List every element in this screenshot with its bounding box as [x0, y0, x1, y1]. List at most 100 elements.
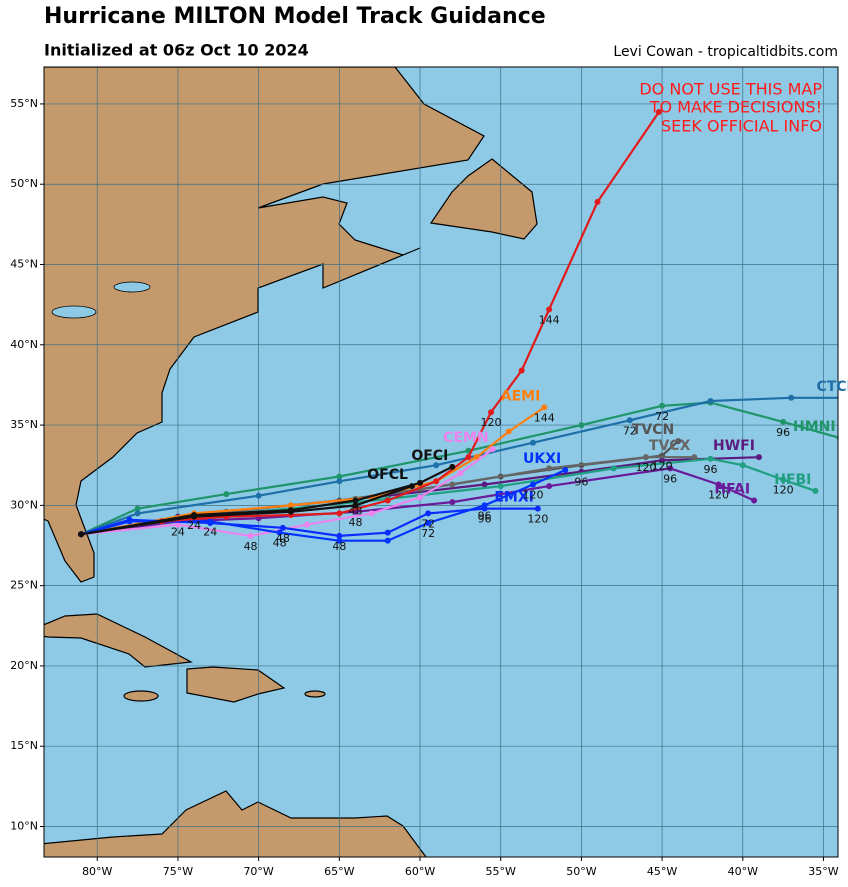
lat-tick-label: 40°N — [10, 338, 38, 351]
hour-label: 120 — [527, 513, 548, 526]
track-point — [425, 510, 432, 517]
hispaniola — [186, 666, 286, 703]
track-name: HMNI — [793, 419, 836, 435]
track-name: UKXI — [523, 451, 561, 467]
track-point — [659, 457, 666, 464]
track-point — [546, 306, 553, 313]
track-point — [134, 505, 141, 512]
track-point — [667, 465, 674, 472]
track-point — [489, 446, 496, 453]
track-name: OFCI — [411, 448, 448, 464]
track-point — [336, 537, 343, 544]
track-line — [80, 448, 494, 538]
track-point — [336, 510, 343, 517]
lake — [113, 281, 151, 293]
track-point — [417, 494, 424, 501]
track-point — [457, 470, 464, 477]
track-point — [691, 454, 698, 461]
lon-tick-label: 55°W — [486, 865, 516, 878]
hour-label: 96 — [663, 472, 677, 485]
grid — [44, 67, 838, 857]
track-point — [655, 108, 662, 115]
track-point — [473, 454, 480, 461]
track-point — [610, 465, 617, 472]
lon-tick-label: 65°W — [324, 865, 354, 878]
track-point — [134, 510, 141, 517]
warning: DO NOT USE THIS MAP TO MAKE DECISIONS! S… — [639, 80, 822, 136]
lon-tick-label: 45°W — [647, 865, 677, 878]
lon-tick-label: 60°W — [405, 865, 435, 878]
hour-label: 96 — [776, 426, 790, 439]
hour-label: 96 — [478, 509, 492, 522]
hour-label: 72 — [421, 527, 435, 540]
map-frame — [43, 66, 839, 858]
track-name: CTCI — [816, 379, 848, 395]
track-point — [481, 502, 488, 509]
track-name: CEMN — [443, 430, 489, 446]
track-point — [755, 454, 762, 461]
track-point — [546, 465, 553, 472]
track-point — [642, 454, 649, 461]
track-point — [336, 473, 343, 480]
track-name: OFCL — [367, 467, 408, 483]
track-point — [546, 483, 553, 490]
lake — [51, 305, 97, 319]
lon-tick-label: 70°W — [243, 865, 273, 878]
subtitle: Initialized at 06z Oct 10 2024 — [44, 41, 309, 60]
track-point — [715, 481, 722, 488]
lon-tick-label: 35°W — [808, 865, 838, 878]
hour-label: 48 — [348, 516, 362, 529]
track-point — [788, 394, 795, 401]
lat-tick-label: 35°N — [10, 418, 38, 431]
hour-label: 72 — [623, 424, 637, 437]
hour-label: 144 — [534, 411, 555, 424]
north-america — [44, 67, 485, 583]
track-point — [780, 418, 787, 425]
lat-tick-label: 55°N — [10, 97, 38, 110]
cuba — [44, 613, 193, 668]
track-point — [675, 438, 682, 445]
track-point — [336, 532, 343, 539]
lat-tick-label: 10°N — [10, 819, 38, 832]
hour-label: 96 — [478, 513, 492, 526]
track-point — [352, 497, 359, 504]
track-point — [529, 439, 536, 446]
track-point — [352, 502, 359, 509]
hour-label: 48 — [276, 532, 290, 545]
track-point — [433, 462, 440, 469]
track-point — [449, 463, 456, 470]
track-point — [223, 491, 230, 498]
puerto-rico — [304, 690, 326, 698]
hour-label: 48 — [332, 540, 346, 553]
track-point — [287, 502, 294, 509]
newfoundland — [429, 158, 538, 240]
hour-label: 120 — [708, 488, 729, 501]
track-name: EMXI — [494, 490, 534, 506]
track-name: HFBI — [774, 472, 811, 488]
lat-tick-label: 15°N — [10, 739, 38, 752]
track-point — [279, 524, 286, 531]
track-point — [449, 481, 456, 488]
hour-label: 120 — [652, 460, 673, 473]
track-point — [562, 467, 569, 474]
track-point — [707, 397, 714, 404]
hour-label: 120 — [522, 488, 543, 501]
track-point — [518, 367, 525, 374]
lat-tick-label: 20°N — [10, 659, 38, 672]
track-point — [751, 497, 758, 504]
track-point — [812, 487, 819, 494]
hour-label: 96 — [704, 463, 718, 476]
track-point — [191, 511, 198, 518]
hour-label: 120 — [773, 484, 794, 497]
track-point — [626, 417, 633, 424]
hour-label: 48 — [273, 537, 287, 550]
track-point — [417, 479, 424, 486]
map-area — [44, 67, 838, 857]
credit: Levi Cowan - tropicaltidbits.com — [613, 44, 838, 60]
warning-line: SEEK OFFICIAL INFO — [661, 117, 822, 136]
hour-label: 144 — [539, 313, 560, 326]
track-point — [433, 478, 440, 485]
